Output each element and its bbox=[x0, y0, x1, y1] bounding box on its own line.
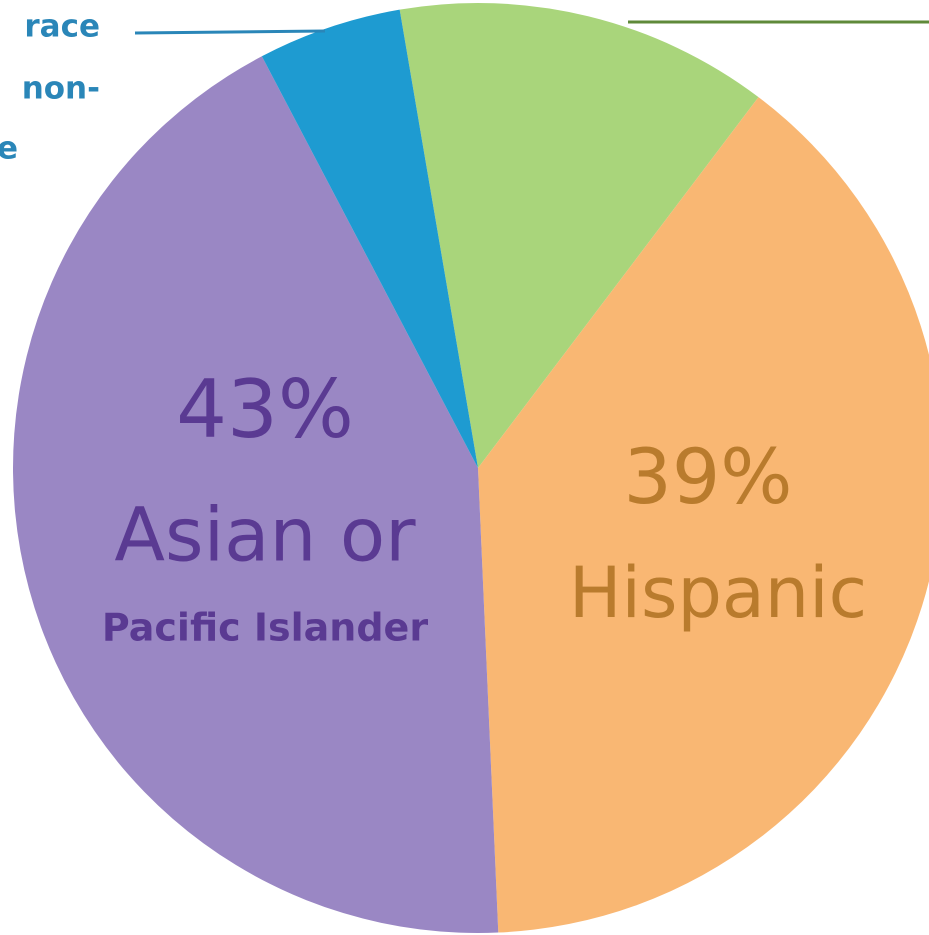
slice-label: Pacific Islander bbox=[102, 606, 428, 650]
leader-line bbox=[134, 29, 326, 35]
value-label: 43% bbox=[176, 363, 354, 456]
slice-label: Asian or bbox=[114, 493, 416, 579]
slice bbox=[12, 56, 499, 933]
value-label: 39% bbox=[624, 432, 793, 521]
slice bbox=[399, 3, 759, 468]
slices bbox=[12, 3, 929, 933]
slice bbox=[261, 9, 478, 468]
slice-label: race bbox=[24, 9, 100, 45]
slice-label: e bbox=[0, 131, 18, 167]
slice-label: Hispanic bbox=[569, 552, 867, 634]
slice-label: non- bbox=[22, 71, 100, 107]
slice bbox=[478, 97, 929, 933]
